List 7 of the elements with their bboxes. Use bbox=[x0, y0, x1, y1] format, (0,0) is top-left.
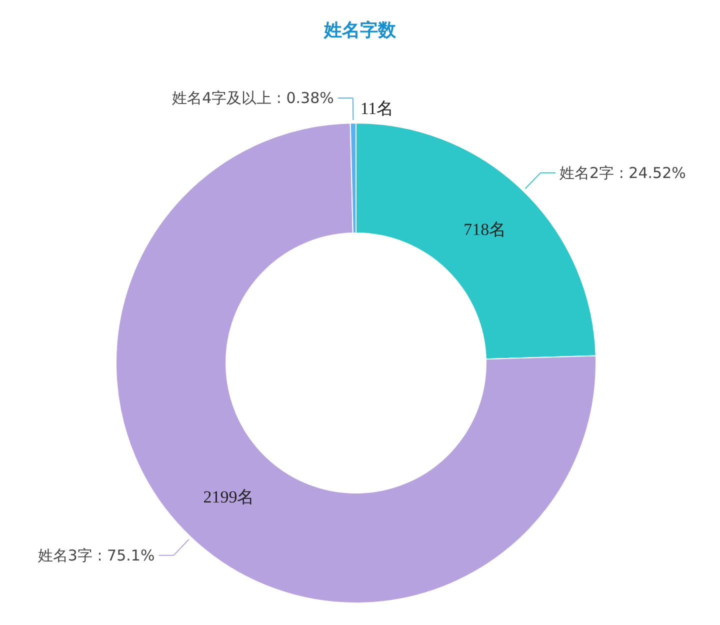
legend-label: 姓名2字 : 24.52% bbox=[560, 164, 686, 182]
chart-title: 姓名字数 bbox=[323, 20, 397, 41]
slice-label: 姓名3字 : 75.1% bbox=[38, 546, 155, 564]
data-label: 2199名 bbox=[203, 487, 254, 506]
data-label: 718名 bbox=[464, 220, 506, 240]
slice-label: 姓名4字及以上 : 0.38% bbox=[172, 89, 334, 108]
data-label: 11名 bbox=[360, 99, 394, 118]
